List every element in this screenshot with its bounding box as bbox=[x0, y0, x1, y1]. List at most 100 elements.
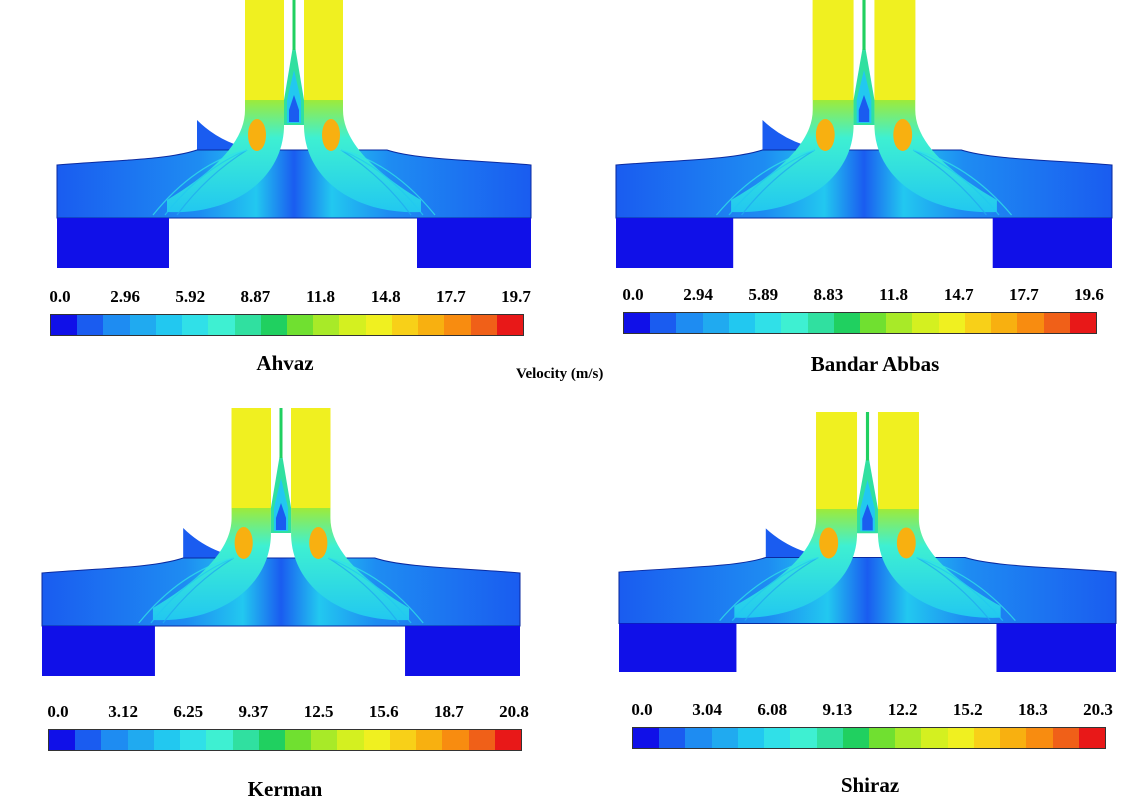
colorbar-swatch bbox=[659, 728, 686, 748]
colorbar-swatch bbox=[886, 313, 913, 333]
colorbar-swatch bbox=[1043, 313, 1070, 333]
legend-tick-label: 11.8 bbox=[879, 285, 908, 304]
colorbar-swatch bbox=[155, 315, 183, 335]
velocity-colorbar bbox=[623, 312, 1097, 334]
colorbar-swatch bbox=[365, 315, 392, 335]
legend-tick-label: 18.7 bbox=[433, 702, 464, 721]
colorbar-swatch bbox=[895, 728, 922, 748]
legend-tick-labels: 0.0 2.94 5.89 8.83 11.8 14.7 17.7 19.6 bbox=[622, 285, 1104, 305]
colorbar-swatch bbox=[182, 315, 209, 335]
legend-tick-label: 15.2 bbox=[952, 700, 983, 719]
legend-tick-label: 0.0 bbox=[49, 287, 71, 306]
colorbar-swatch bbox=[1026, 728, 1053, 748]
colorbar-swatch bbox=[947, 728, 974, 748]
colorbar-swatch bbox=[416, 730, 443, 750]
velocity-colorbar bbox=[48, 729, 522, 751]
legend-tick-label: 18.3 bbox=[1017, 700, 1048, 719]
colorbar-swatch bbox=[755, 313, 782, 333]
colorbar-swatch bbox=[973, 728, 1001, 748]
legend-tick-label: 15.6 bbox=[368, 702, 399, 721]
colorbar-swatch bbox=[444, 315, 471, 335]
legend-tick-label: 20.8 bbox=[499, 702, 529, 721]
contour-geometry bbox=[618, 412, 1117, 672]
colorbar-swatch bbox=[260, 315, 287, 335]
colorbar-swatch bbox=[129, 315, 156, 335]
colorbar-swatch bbox=[470, 315, 497, 335]
colorbar-swatch bbox=[1052, 728, 1079, 748]
colorbar-swatch bbox=[859, 313, 887, 333]
panel-city-label: Kerman bbox=[247, 777, 323, 801]
legend-tick-label: 2.96 bbox=[110, 287, 141, 306]
colorbar-swatch bbox=[868, 728, 896, 748]
legend-tick-label: 5.92 bbox=[175, 287, 206, 306]
legend-tick-label: 9.13 bbox=[822, 700, 853, 719]
legend-tick-label: 9.37 bbox=[238, 702, 269, 721]
colorbar-swatch bbox=[921, 728, 948, 748]
colorbar-swatch bbox=[232, 730, 259, 750]
colorbar-swatch bbox=[685, 728, 712, 748]
colorbar-swatch bbox=[1000, 728, 1027, 748]
contour-geometry bbox=[56, 0, 532, 268]
colorbar-swatch bbox=[75, 730, 102, 750]
colorbar-swatch bbox=[103, 315, 130, 335]
panel-ahvaz: 0.0 2.96 5.92 8.87 11.8 14.8 17.7 19.7 Ahvaz bbox=[0, 0, 567, 400]
colorbar-swatch bbox=[764, 728, 791, 748]
panel-city-label: Shiraz bbox=[840, 773, 900, 797]
colorbar-swatch bbox=[1069, 313, 1096, 333]
colorbar-swatch bbox=[938, 313, 965, 333]
legend-tick-label: 0.0 bbox=[622, 285, 644, 304]
legend-tick-label: 0.0 bbox=[631, 700, 653, 719]
colorbar-swatch bbox=[807, 313, 834, 333]
legend-tick-label: 3.12 bbox=[108, 702, 139, 721]
colorbar-swatch bbox=[676, 313, 703, 333]
colorbar-swatch bbox=[842, 728, 869, 748]
colorbar-swatch bbox=[1017, 313, 1044, 333]
colorbar-swatch bbox=[964, 313, 992, 333]
colorbar-swatch bbox=[790, 728, 817, 748]
colorbar-swatch bbox=[650, 313, 677, 333]
legend-tick-label: 14.8 bbox=[370, 287, 401, 306]
colorbar-swatch bbox=[496, 315, 523, 335]
legend-tick-label: 0.0 bbox=[47, 702, 69, 721]
colorbar-swatch bbox=[468, 730, 495, 750]
colorbar-swatch bbox=[337, 730, 364, 750]
contour-geometry bbox=[615, 0, 1113, 268]
colorbar-swatch bbox=[781, 313, 808, 333]
panel-city-label: Bandar Abbas bbox=[810, 352, 940, 376]
colorbar-swatch bbox=[339, 315, 366, 335]
legend-tick-label: 8.83 bbox=[813, 285, 844, 304]
colorbar-swatch bbox=[702, 313, 729, 333]
colorbar-swatch bbox=[101, 730, 128, 750]
velocity-colorbar bbox=[632, 727, 1106, 749]
legend-tick-label: 12.5 bbox=[303, 702, 334, 721]
colorbar-swatch bbox=[51, 315, 78, 335]
legend-tick-label: 6.08 bbox=[757, 700, 788, 719]
legend-tick-label: 14.7 bbox=[943, 285, 974, 304]
colorbar-swatch bbox=[206, 730, 233, 750]
panel-bandar-abbas: 0.0 2.94 5.89 8.83 11.8 14.7 17.7 19.6 Bandar Ab… bbox=[0, 0, 1134, 400]
legend-tick-label: 5.89 bbox=[748, 285, 779, 304]
colorbar-swatch bbox=[633, 728, 660, 748]
colorbar-swatch bbox=[737, 728, 765, 748]
colorbar-swatch bbox=[284, 730, 312, 750]
legend-tick-label: 17.7 bbox=[435, 287, 466, 306]
legend-tick-labels: 0.0 3.12 6.25 9.37 12.5 15.6 18.7 20.8 bbox=[47, 702, 529, 722]
colorbar-swatch bbox=[77, 315, 104, 335]
legend-title: Velocity (m/s) bbox=[516, 366, 604, 382]
colorbar-swatch bbox=[363, 730, 390, 750]
legend-tick-label: 20.3 bbox=[1083, 700, 1113, 719]
contour-geometry bbox=[41, 408, 521, 676]
colorbar-swatch bbox=[442, 730, 469, 750]
legend-tick-label: 17.7 bbox=[1008, 285, 1039, 304]
legend-tick-label: 8.87 bbox=[240, 287, 271, 306]
legend-tick-label: 3.04 bbox=[692, 700, 723, 719]
legend-tick-label: 2.94 bbox=[683, 285, 714, 304]
legend-tick-label: 12.2 bbox=[887, 700, 918, 719]
legend-tick-label: 6.25 bbox=[173, 702, 204, 721]
colorbar-swatch bbox=[912, 313, 939, 333]
colorbar-swatch bbox=[180, 730, 207, 750]
colorbar-swatch bbox=[127, 730, 154, 750]
colorbar-swatch bbox=[313, 315, 340, 335]
